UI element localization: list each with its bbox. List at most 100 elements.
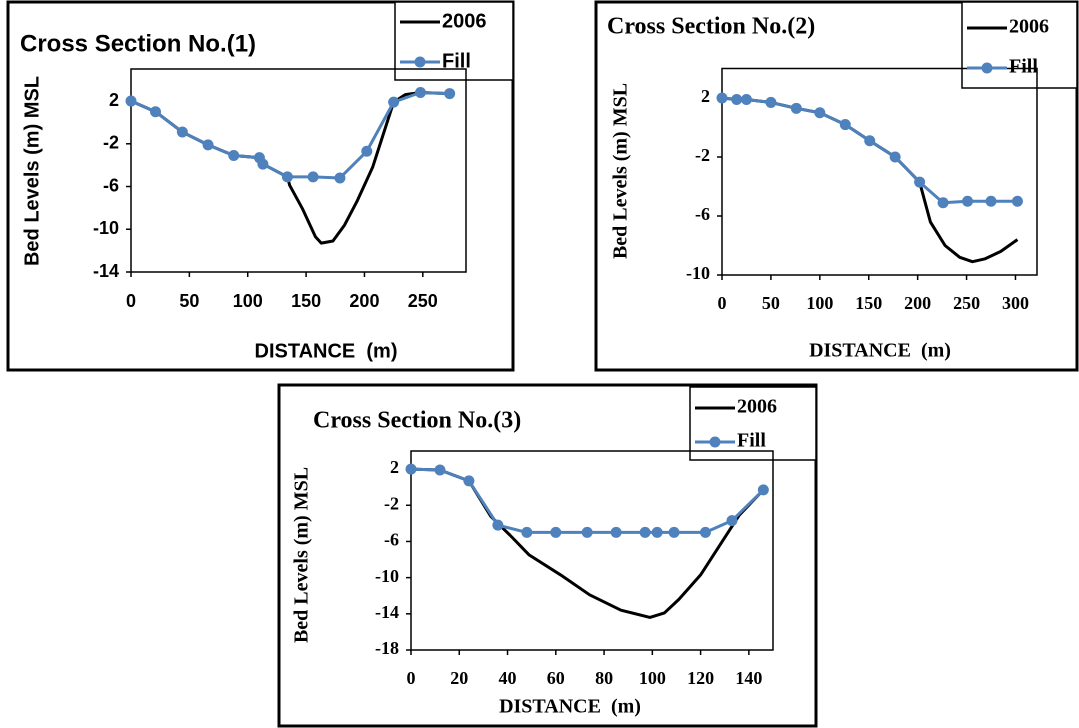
- data-point: [434, 464, 446, 476]
- data-point: [726, 515, 738, 527]
- data-point: [790, 102, 802, 114]
- y-tick-label: -2: [384, 493, 399, 513]
- x-tick-label: 200: [904, 293, 931, 313]
- data-point: [176, 126, 188, 138]
- legend-box: [961, 1, 1078, 89]
- data-point: [361, 145, 373, 157]
- data-point: [521, 526, 533, 538]
- chart-panel: Cross Section No.(3) Bed Levels (m) MSL DI…: [277, 383, 818, 728]
- data-point: [550, 526, 562, 538]
- data-point: [307, 171, 319, 183]
- data-point: [202, 139, 214, 151]
- legend-label: 2006: [1009, 16, 1049, 38]
- x-axis-label: DISTANCE (m): [255, 340, 398, 362]
- data-point: [985, 195, 997, 207]
- data-point: [1011, 195, 1023, 207]
- x-axis-label: DISTANCE (m): [809, 340, 951, 362]
- y-axis-label: Bed Levels (m) MSL: [610, 83, 632, 259]
- y-tick-label: -14: [375, 602, 399, 622]
- data-point: [668, 526, 680, 538]
- legend-box: [394, 1, 514, 81]
- x-tick-label: 60: [547, 668, 565, 688]
- data-point: [639, 526, 651, 538]
- x-tick-label: 140: [735, 668, 762, 688]
- x-tick-label: 120: [687, 668, 714, 688]
- plot-frame: [721, 67, 1038, 276]
- data-point: [610, 526, 622, 538]
- x-tick-label: 0: [126, 291, 136, 311]
- legend-label: 2006: [442, 10, 487, 32]
- x-tick-label: 150: [855, 293, 882, 313]
- y-tick-label: 2: [109, 90, 119, 110]
- data-point: [839, 119, 851, 131]
- chart-panel: Cross Section No.(2) Bed Levels (m) MSL DI…: [594, 0, 1079, 372]
- legend-marker: [414, 56, 426, 68]
- x-tick-label: 80: [595, 668, 613, 688]
- data-point: [150, 106, 162, 118]
- data-point: [581, 526, 593, 538]
- data-point: [914, 176, 926, 188]
- data-point: [444, 88, 456, 100]
- y-tick-label: -6: [103, 175, 119, 195]
- legend-label: Fill: [737, 430, 766, 452]
- y-tick-label: -2: [695, 145, 710, 165]
- legend-label: 2006: [737, 396, 777, 418]
- data-point: [388, 96, 400, 108]
- data-point: [740, 93, 752, 105]
- x-tick-label: 0: [718, 293, 727, 313]
- y-tick-label: -10: [93, 218, 119, 238]
- x-tick-label: 100: [233, 291, 263, 311]
- data-point: [281, 171, 293, 183]
- data-point: [651, 526, 663, 538]
- data-point: [889, 151, 901, 163]
- y-tick-label: 2: [390, 457, 399, 477]
- legend-label: Fill: [1009, 56, 1038, 78]
- legend-marker: [981, 62, 993, 74]
- x-tick-label: 250: [953, 293, 980, 313]
- y-tick-label: -2: [103, 133, 119, 153]
- data-point: [414, 87, 426, 99]
- data-point: [257, 158, 269, 170]
- data-point: [765, 96, 777, 108]
- chart-title: Cross Section No.(3): [313, 408, 521, 434]
- data-point: [937, 197, 949, 209]
- chart-panel: Cross Section No.(1) Bed Levels (m) MSL DI…: [6, 0, 515, 372]
- data-point: [962, 195, 974, 207]
- data-point: [864, 135, 876, 147]
- plot-frame: [410, 450, 774, 651]
- legend-label: Fill: [442, 50, 471, 72]
- x-tick-label: 20: [450, 668, 468, 688]
- y-axis-label: Bed Levels (m) MSL: [291, 467, 313, 643]
- data-point: [405, 463, 417, 475]
- data-point: [463, 475, 475, 487]
- y-tick-label: -14: [93, 261, 119, 281]
- x-tick-label: 250: [408, 291, 438, 311]
- x-tick-label: 300: [1002, 293, 1029, 313]
- x-tick-label: 40: [499, 668, 517, 688]
- chart-title: Cross Section No.(2): [607, 14, 815, 40]
- x-tick-label: 150: [291, 291, 321, 311]
- x-tick-label: 0: [407, 668, 416, 688]
- x-tick-label: 50: [762, 293, 780, 313]
- chart-title: Cross Section No.(1): [20, 30, 256, 57]
- x-tick-label: 200: [349, 291, 379, 311]
- legend-marker: [709, 436, 721, 448]
- y-tick-label: -10: [375, 566, 399, 586]
- x-tick-label: 50: [179, 291, 199, 311]
- y-tick-label: -6: [384, 530, 399, 550]
- data-point: [757, 484, 769, 496]
- y-axis-label: Bed Levels (m) MSL: [21, 76, 43, 266]
- data-point: [334, 172, 346, 184]
- y-tick-label: -18: [375, 638, 399, 658]
- data-point: [699, 526, 711, 538]
- data-point: [731, 93, 743, 105]
- legend-box: [689, 386, 817, 461]
- x-axis-label: DISTANCE (m): [499, 696, 641, 718]
- x-tick-label: 100: [806, 293, 833, 313]
- data-point: [125, 95, 137, 107]
- y-tick-label: -6: [695, 204, 710, 224]
- x-tick-label: 100: [639, 668, 666, 688]
- data-point: [492, 519, 504, 531]
- y-tick-label: 2: [701, 86, 710, 106]
